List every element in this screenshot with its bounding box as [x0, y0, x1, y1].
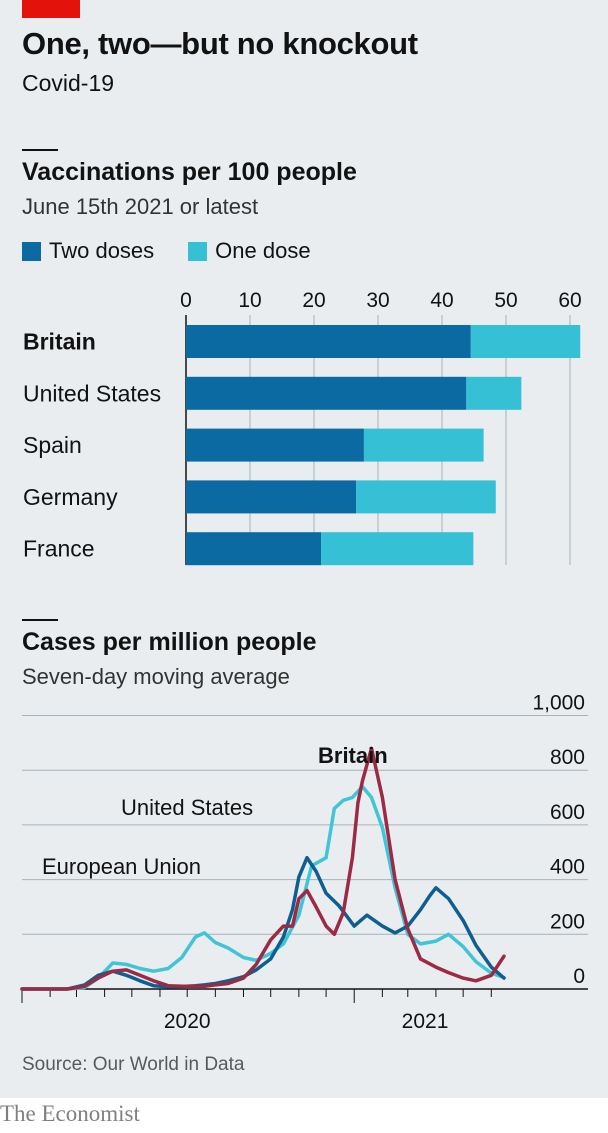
cases-subtitle: Seven-day moving average: [22, 664, 290, 689]
brand-red-tag: [22, 0, 80, 18]
category-label-germany: Germany: [23, 484, 118, 510]
category-label-france: France: [23, 536, 95, 562]
series-line-european-union: [20, 855, 506, 991]
x-tick-label: 0: [180, 289, 192, 312]
series-label-united-states: United States: [121, 795, 253, 820]
x-tick-label: 40: [430, 289, 453, 312]
vaccinations-title: Vaccinations per 100 people: [22, 158, 357, 186]
bar-one-dose-spain: [363, 428, 484, 462]
bar-one-dose-france: [321, 532, 474, 566]
legend-swatch-one-dose: [188, 241, 208, 261]
x-tick-label-2021: 2021: [402, 1010, 449, 1033]
x-tick-label: 60: [558, 289, 581, 312]
category-label-spain: Spain: [23, 432, 82, 458]
y-tick-label: 400: [550, 856, 585, 879]
bar-two-doses-france: [186, 532, 322, 566]
x-tick-label: 20: [302, 289, 325, 312]
legend-item-two-doses: Two doses: [22, 238, 154, 264]
x-tick-label-2020: 2020: [164, 1010, 211, 1033]
source-note: Source: Our World in Data: [22, 1054, 245, 1075]
section-rule-cases: [22, 619, 58, 621]
chart-subtitle: Covid-19: [22, 70, 115, 96]
category-label-united-states: United States: [23, 380, 161, 406]
bar-two-doses-germany: [186, 480, 357, 514]
cases-line-chart: 0 200 400 600 800 1,000 2020 2021 Britain United …: [20, 695, 588, 1033]
bar-one-dose-britain: [470, 325, 581, 358]
vaccinations-subtitle: June 15th 2021 or latest: [22, 194, 259, 219]
legend-label-two-doses: Two doses: [49, 238, 155, 263]
bar-two-doses-britain: [186, 325, 471, 358]
legend-label-one-dose: One dose: [215, 238, 311, 263]
category-label-britain: Britain: [23, 329, 96, 355]
series-label-european-union: European Union: [42, 854, 201, 879]
y-tick-label: 600: [550, 801, 585, 824]
y-tick-label: 800: [550, 746, 585, 769]
series-line-britain: [20, 746, 506, 991]
series-label-britain: Britain: [318, 743, 388, 768]
cases-title: Cases per million people: [22, 628, 317, 656]
y-tick-label: 200: [550, 910, 585, 933]
section-rule-vaccinations: [22, 149, 58, 151]
y-tick-label: 1,000: [532, 695, 585, 715]
vaccinations-legend: Two doses One dose: [22, 238, 345, 264]
bar-two-doses-spain: [186, 428, 364, 462]
series-line-united-states: [20, 784, 506, 991]
bar-one-dose-united-states: [466, 376, 522, 410]
vaccinations-bar-chart: 0 10 20 30 40 50 60 Britain United States Spain Ge…: [23, 289, 582, 566]
x-tick-label: 50: [494, 289, 517, 312]
legend-swatch-two-doses: [22, 241, 41, 261]
legend-item-one-dose: One dose: [188, 238, 311, 264]
bar-two-doses-united-states: [186, 376, 467, 410]
bar-one-dose-germany: [356, 480, 496, 514]
economist-logo: The Economist: [0, 1101, 140, 1126]
x-tick-label: 30: [366, 289, 389, 312]
chart-title: One, two—but no knockout: [22, 26, 418, 61]
y-tick-label: 0: [573, 965, 585, 988]
x-tick-label: 10: [238, 289, 261, 312]
